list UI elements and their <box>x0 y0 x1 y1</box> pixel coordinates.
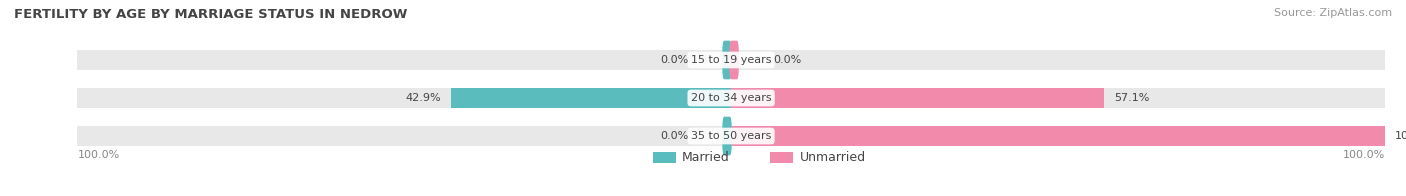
Text: Married: Married <box>682 151 730 164</box>
Text: Source: ZipAtlas.com: Source: ZipAtlas.com <box>1274 8 1392 18</box>
Text: 100.0%: 100.0% <box>1395 131 1406 141</box>
FancyBboxPatch shape <box>770 152 793 163</box>
FancyBboxPatch shape <box>723 117 731 155</box>
Text: 0.0%: 0.0% <box>773 55 801 65</box>
Bar <box>77 126 1385 146</box>
Text: 57.1%: 57.1% <box>1114 93 1150 103</box>
Text: 15 to 19 years: 15 to 19 years <box>690 55 772 65</box>
Text: 35 to 50 years: 35 to 50 years <box>690 131 772 141</box>
Bar <box>451 88 731 108</box>
Bar <box>731 88 1105 108</box>
Text: 0.0%: 0.0% <box>661 55 689 65</box>
Text: 42.9%: 42.9% <box>405 93 441 103</box>
Text: FERTILITY BY AGE BY MARRIAGE STATUS IN NEDROW: FERTILITY BY AGE BY MARRIAGE STATUS IN N… <box>14 8 408 21</box>
Text: 100.0%: 100.0% <box>1343 150 1385 160</box>
Text: 0.0%: 0.0% <box>661 131 689 141</box>
Text: Unmarried: Unmarried <box>800 151 866 164</box>
FancyBboxPatch shape <box>723 41 731 79</box>
FancyBboxPatch shape <box>730 41 738 79</box>
Bar <box>77 50 1385 70</box>
Text: 100.0%: 100.0% <box>77 150 120 160</box>
Bar <box>731 126 1385 146</box>
Bar <box>77 88 1385 108</box>
FancyBboxPatch shape <box>652 152 675 163</box>
Text: 20 to 34 years: 20 to 34 years <box>690 93 772 103</box>
